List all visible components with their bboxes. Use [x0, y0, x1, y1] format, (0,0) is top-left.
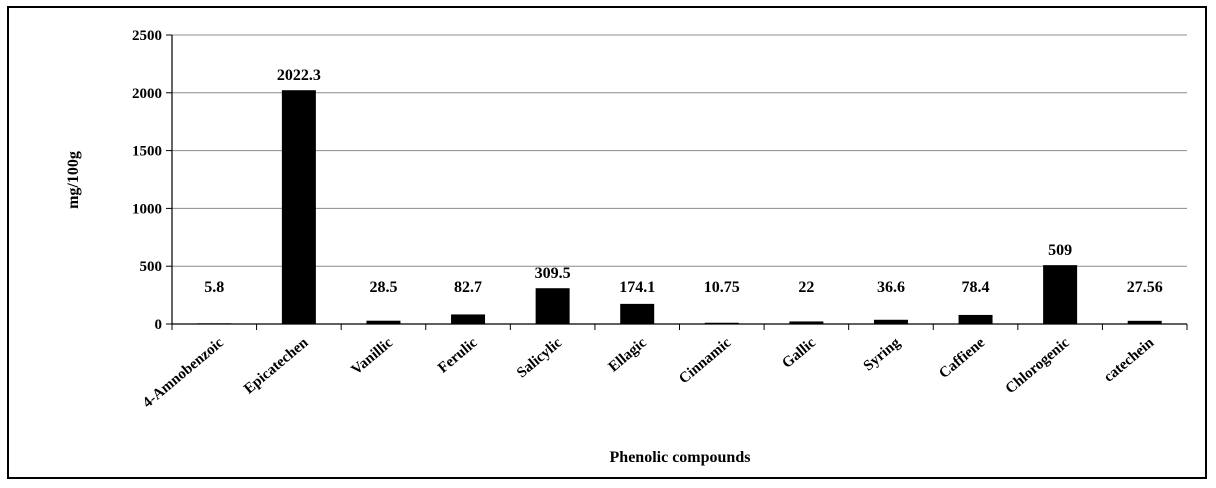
x-axis-title: Phenolic compounds	[610, 449, 751, 466]
data-label: 22	[798, 279, 814, 296]
bar	[704, 322, 739, 324]
x-tick-label: Cinnamic	[676, 335, 734, 388]
data-label: 174.1	[619, 279, 655, 296]
data-label: 509	[1048, 242, 1072, 259]
bar	[958, 314, 993, 324]
bar	[789, 321, 824, 324]
y-tick-label: 0	[155, 317, 163, 333]
x-tick-label: 4-Amnobenzoic	[140, 335, 227, 412]
x-tick-label: Salicylic	[514, 335, 565, 382]
bar	[366, 320, 401, 324]
x-tick-label: Ellagic	[606, 335, 650, 376]
y-tick-label: 2500	[132, 28, 162, 44]
data-labels: 5.8 2022.3 28.5 82.7 309.5 174.1 10.75 22 36.6 78…	[204, 67, 1162, 296]
x-tick-label: Gallic	[779, 335, 819, 372]
data-label: 36.6	[877, 279, 905, 296]
y-axis-title: mg/100g	[65, 151, 82, 209]
y-tick-label: 500	[140, 259, 163, 275]
gridlines	[172, 34, 1187, 267]
x-axis-ticks: 4-Amnobenzoic Epicatechen Vanillic Ferulic S…	[140, 324, 1188, 412]
x-tick-label: Chlorogenic	[1003, 335, 1073, 398]
data-label: 78.4	[962, 279, 990, 296]
bar	[620, 303, 655, 324]
y-axis-ticks: 0 500 1000 1500 2000 2500	[132, 28, 172, 333]
x-tick-label: Epicatechen	[241, 334, 312, 397]
data-label: 309.5	[535, 265, 571, 282]
data-label: 10.75	[704, 279, 740, 296]
bar	[281, 90, 316, 324]
bars	[197, 90, 1162, 324]
x-tick-label: Syring	[861, 334, 904, 374]
y-tick-label: 2000	[132, 86, 162, 102]
x-tick-label: Vanillic	[348, 335, 396, 379]
x-tick-label: Caffiene	[936, 335, 988, 382]
chart-frame	[7, 6, 1207, 479]
data-label: 27.56	[1127, 279, 1163, 296]
data-label: 28.5	[369, 279, 397, 296]
x-tick-label: Ferulic	[435, 335, 481, 377]
bar	[535, 288, 570, 324]
y-tick-label: 1000	[132, 201, 162, 217]
bar	[873, 319, 908, 324]
bar	[1127, 320, 1162, 324]
bar	[1043, 265, 1078, 324]
bar	[451, 314, 486, 324]
y-tick-label: 1500	[132, 144, 162, 160]
data-label: 5.8	[204, 279, 224, 296]
data-label: 82.7	[454, 279, 482, 296]
x-tick-label: catechein	[1101, 334, 1158, 385]
data-label: 2022.3	[277, 67, 321, 84]
